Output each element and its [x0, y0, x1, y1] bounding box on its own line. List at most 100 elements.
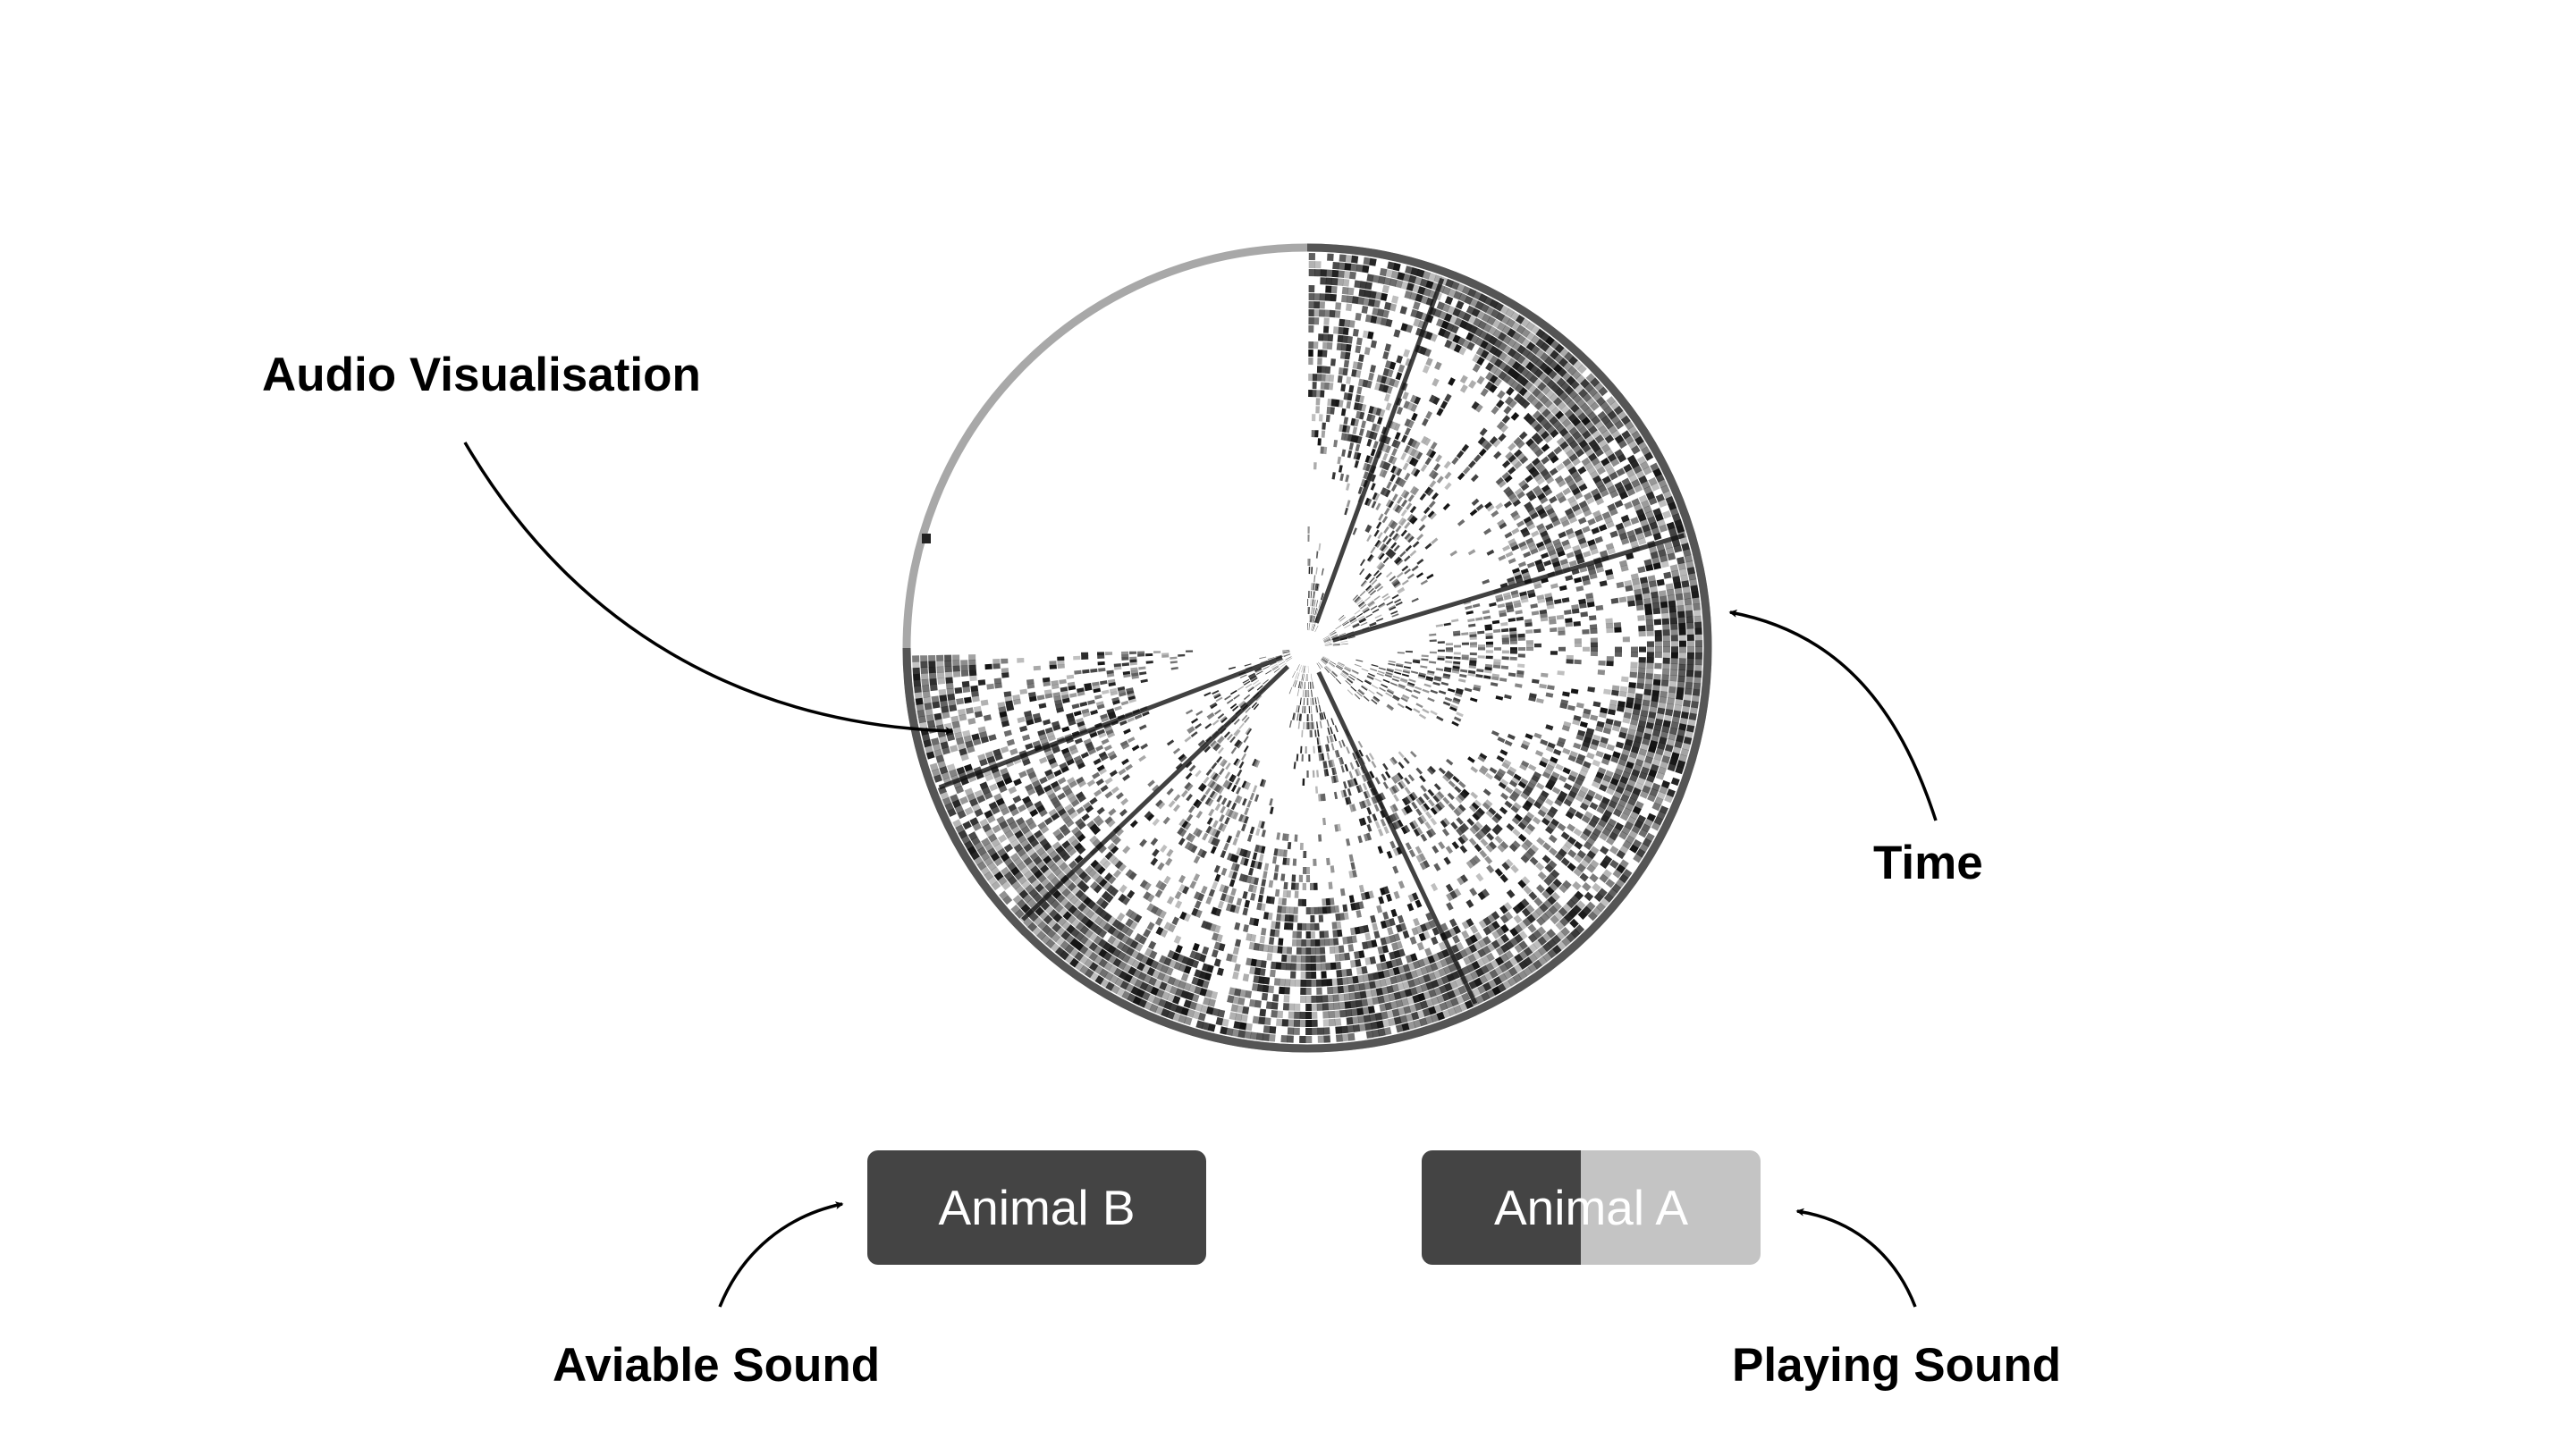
spectrogram-cell: [1129, 921, 1138, 930]
spectrogram-cell: [1375, 408, 1382, 417]
spectrogram-cell: [1395, 1023, 1404, 1033]
spectrogram-cell: [1678, 640, 1686, 647]
spectrogram-cell: [1444, 667, 1452, 670]
spectrogram-cell: [1294, 890, 1299, 898]
spectrogram-cell: [1518, 647, 1526, 651]
spectrogram-cell: [1431, 537, 1439, 544]
spectrogram-cell: [1684, 694, 1692, 702]
spectrogram-cell: [988, 833, 998, 843]
spectrogram-cell: [1395, 924, 1403, 933]
spectrogram-cell: [1307, 598, 1309, 606]
spectrogram-cell: [1263, 666, 1270, 670]
spectrogram-cell: [1246, 800, 1252, 808]
spectrogram-cell: [1660, 679, 1669, 686]
spectrogram-cell: [1411, 1011, 1420, 1021]
spectrogram-cell: [1437, 791, 1445, 799]
spectrogram-cell: [1395, 280, 1403, 289]
spectrogram-cell: [1515, 383, 1524, 393]
spectrogram-cell: [1364, 932, 1372, 941]
spectrogram-cell: [1242, 678, 1250, 684]
spectrogram-cell: [1651, 782, 1661, 792]
spectrogram-cell: [933, 774, 942, 783]
spectrogram-cell: [1368, 299, 1375, 307]
spectrogram-cell: [1447, 792, 1455, 801]
spectrogram-cell: [1235, 829, 1241, 838]
spectrogram-cell: [1045, 939, 1056, 949]
spectrogram-cell: [1415, 572, 1423, 578]
spectrogram-cell: [1513, 570, 1522, 577]
spectrogram-cell: [1595, 725, 1604, 733]
spectrogram-cell: [1282, 651, 1290, 653]
spectrogram-cell: [1558, 585, 1567, 592]
spectrogram-cell: [1374, 382, 1381, 391]
spectrogram-cell: [1606, 467, 1616, 476]
spectrogram-cell: [1084, 958, 1094, 968]
spectrogram-cell: [1112, 700, 1120, 705]
spectrogram-cell: [1491, 930, 1500, 939]
spectrogram-cell: [1616, 581, 1625, 589]
spectrogram-cell: [1345, 666, 1352, 670]
spectrogram-cell: [1376, 521, 1382, 529]
spectrogram-cell: [1431, 979, 1440, 989]
spectrogram-cell: [1392, 533, 1399, 541]
spectrogram-cell: [1317, 349, 1323, 358]
spectrogram-cell: [1233, 758, 1239, 766]
spectrogram-cell: [1273, 978, 1280, 986]
spectrogram-cell: [1314, 269, 1322, 277]
spectrogram-cell: [1349, 762, 1355, 770]
spectrogram-cell: [1382, 545, 1389, 553]
spectrogram-cell: [1543, 366, 1553, 375]
spectrogram-cell: [1559, 558, 1568, 566]
spectrogram-cell: [931, 737, 940, 745]
spectrogram-cell: [1204, 989, 1213, 998]
spectrogram-cell: [1366, 438, 1372, 447]
spectrogram-cell: [1269, 798, 1273, 806]
spectrogram-cell: [1383, 507, 1390, 516]
spectrogram-cell: [1326, 736, 1330, 744]
spectrogram-cell: [1007, 862, 1017, 871]
spectrogram-cell: [1469, 652, 1477, 656]
spectrogram-cell: [1063, 879, 1073, 888]
spectrogram-cell: [1586, 752, 1595, 760]
spectrogram-cell: [1330, 727, 1333, 735]
spectrogram-cell: [1347, 689, 1354, 695]
spectrogram-cell: [1646, 774, 1656, 783]
spectrogram-cell: [1257, 894, 1263, 903]
spectrogram-cell: [1582, 905, 1592, 916]
spectrogram-cell: [1275, 962, 1282, 970]
spectrogram-cell: [1261, 879, 1267, 887]
spectrogram-cell: [1373, 595, 1381, 602]
spectrogram-cell: [1207, 713, 1215, 720]
spectrogram-cell: [1100, 754, 1109, 762]
spectrogram-cell: [1501, 635, 1509, 639]
spectrogram-cell: [1233, 719, 1240, 725]
spectrogram-cell: [1600, 400, 1609, 411]
spectrogram-cell: [1404, 989, 1413, 998]
spectrogram-cell: [1495, 476, 1504, 485]
spectrogram-cell: [1559, 348, 1569, 358]
spectrogram-cell: [1438, 841, 1446, 850]
spectrogram-cell: [1216, 755, 1222, 763]
spectrogram-cell: [1230, 746, 1237, 754]
spectrogram-cell: [1457, 793, 1465, 802]
spectrogram-cell: [1493, 349, 1503, 358]
spectrogram-cell: [1660, 731, 1668, 739]
spectrogram-cell: [1600, 457, 1610, 467]
spectrogram-cell: [1342, 985, 1349, 993]
spectrogram-cell: [1069, 872, 1079, 882]
spectrogram-cell: [931, 768, 941, 778]
spectrogram-cell: [1200, 850, 1207, 859]
spectrogram-cell: [1608, 818, 1617, 828]
spectrogram-cell: [1358, 982, 1365, 991]
spectrogram-cell: [1454, 786, 1462, 794]
spectrogram-cell: [1502, 544, 1511, 551]
spectrogram-cell: [1558, 495, 1567, 504]
spectrogram-cell: [1564, 840, 1574, 849]
spectrogram-cell: [1513, 600, 1521, 605]
spectrogram-cell: [1218, 737, 1225, 745]
spectrogram-cell: [993, 793, 1003, 802]
spectrogram-cell: [1212, 772, 1219, 780]
spectrogram-cell: [1055, 804, 1064, 812]
spectrogram-cell: [1433, 678, 1441, 682]
spectrogram-cell: [1065, 891, 1075, 901]
